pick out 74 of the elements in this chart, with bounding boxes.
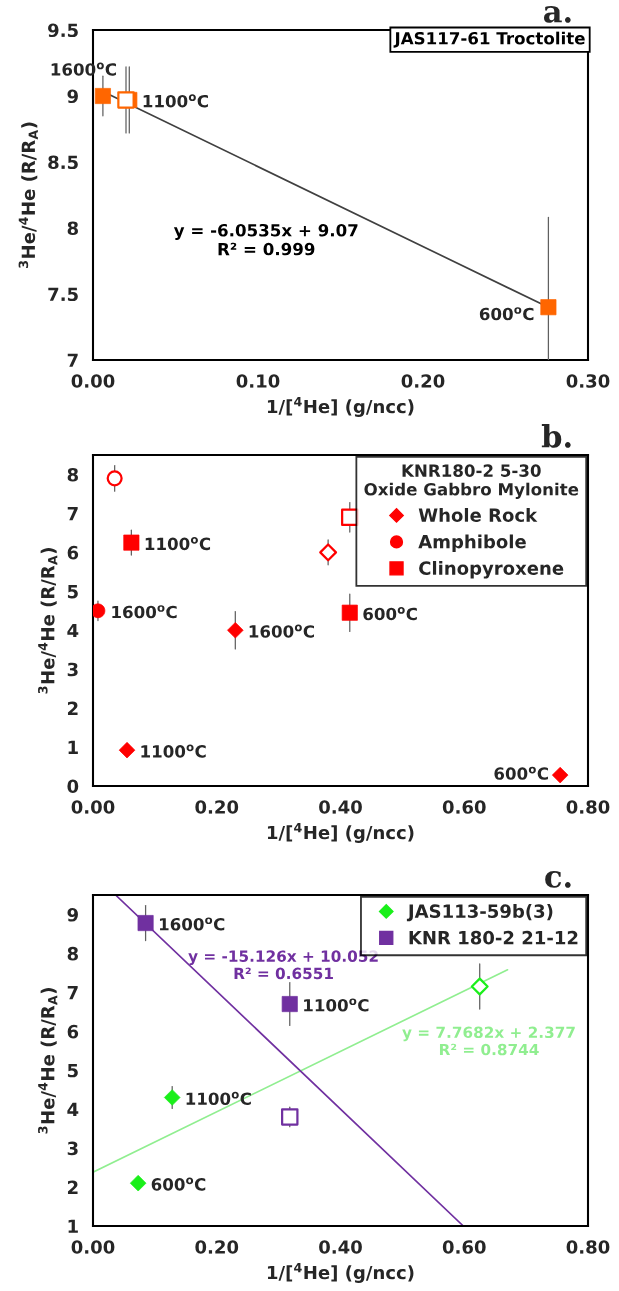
y-tick-label: 1 — [68, 1219, 78, 1233]
annotation: 1600$^{o}$C — [249, 624, 314, 638]
annotation: 600$^{o}$C — [494, 766, 548, 780]
x-tick-label: 0.40 — [319, 1240, 362, 1254]
x-tick-label: 0.20 — [195, 1240, 239, 1254]
y-tick-label: 3 — [67, 662, 78, 677]
legend-label: Clinopyroxene — [419, 560, 564, 579]
legend-label: JAS113-59b(3) — [406, 904, 553, 922]
y-axis-title: $^{3}$He/$^{4}$He (R/R$_{A}$) — [38, 988, 58, 1134]
y-tick-label: 7.5 — [48, 287, 78, 302]
y-tick-label: 4 — [67, 1102, 79, 1117]
annotation: 1600$^{o}$C — [159, 917, 225, 931]
y-tick-label: 8 — [67, 946, 78, 961]
point — [319, 543, 338, 562]
y-tick-label: 9 — [67, 89, 78, 104]
x-tick-label: 0.80 — [566, 1240, 610, 1254]
y-tick-label: 6 — [67, 545, 79, 560]
y-tick-label: 5 — [67, 1063, 78, 1078]
y-tick-label: 0 — [67, 779, 79, 794]
chart-title: b. — [541, 424, 571, 448]
x-axis-title: 1/[$^{4}$He] (g/ncc) — [267, 822, 414, 843]
legend-label: Whole Rock — [418, 507, 538, 522]
y-axis-title: $^{3}$He/$^{4}$He (R/R$_{A}$) — [38, 548, 58, 694]
x-tick-label: 0.30 — [566, 374, 610, 388]
y-tick-label: 4 — [67, 623, 79, 638]
y-tick-label: 9 — [67, 907, 78, 922]
y-tick-label: 8 — [67, 467, 78, 482]
y-tick-label: 7 — [67, 507, 78, 521]
annotation: 600$^{o}$C — [479, 307, 534, 321]
x-tick-label: 0.00 — [71, 374, 115, 388]
legend-label: Amphibole — [418, 534, 526, 552]
point — [106, 470, 123, 487]
annotation: 1100$^{o}$C — [141, 744, 206, 758]
point — [117, 91, 135, 109]
y-tick-label: 8 — [67, 221, 78, 236]
x-axis-title: 1/[$^{4}$He] (g/ncc) — [267, 396, 414, 417]
annotation: 1100$^{o}$C — [186, 1091, 251, 1106]
point — [470, 977, 489, 996]
annotation: 600$^{o}$C — [151, 1177, 206, 1191]
annotation: 1100$^{o}$C — [145, 536, 211, 551]
x-tick-label: 0.10 — [236, 374, 280, 388]
y-tick-label: 6 — [67, 1024, 79, 1039]
x-tick-label: 0.20 — [401, 374, 445, 388]
x-tick-label: 0.80 — [566, 800, 610, 814]
x-tick-label: 0.00 — [71, 1240, 115, 1254]
y-tick-label: 9.5 — [48, 23, 78, 38]
x-tick-label: 0.60 — [442, 800, 486, 814]
annotation: y = -6.0535x + 9.07 R² = 0.999 — [173, 223, 358, 256]
x-tick-label: 0.00 — [71, 800, 115, 814]
y-tick-label: 1 — [68, 740, 78, 754]
legend-label: KNR 180-2 21-12 — [409, 930, 578, 945]
annotation: 600$^{o}$C — [363, 607, 417, 621]
y-tick-label: 2 — [67, 1180, 78, 1194]
legend-title: KNR180-2 5-30 Oxide Gabbro Mylonite — [364, 464, 579, 499]
x-tick-label: 0.40 — [319, 800, 362, 814]
point — [281, 1108, 299, 1126]
x-axis-title: 1/[$^{4}$He] (g/ncc) — [267, 1262, 414, 1283]
y-tick-label: 2 — [67, 701, 78, 715]
annotation: y = -15.126x + 10.052 R² = 0.6551 — [188, 950, 378, 980]
chart-title: a. — [543, 6, 571, 23]
annotation: 1600$^{o}$C — [112, 605, 177, 619]
y-tick-label: 5 — [67, 584, 78, 599]
y-tick-label: 7 — [67, 986, 78, 1000]
y-axis-title: $^{3}$He/$^{4}$He (R/R$_{A}$) — [18, 122, 38, 268]
y-tick-label: 8.5 — [48, 155, 78, 170]
y-tick-label: 3 — [67, 1141, 78, 1156]
annotation: 1100$^{o}$C — [143, 94, 208, 108]
x-tick-label: 0.60 — [442, 1240, 486, 1254]
y-tick-label: 7 — [67, 353, 78, 367]
x-tick-label: 0.20 — [195, 800, 239, 814]
annotation: JAS117-61 Troctolite — [393, 31, 585, 48]
chart-title: c. — [545, 871, 571, 888]
annotation: y = 7.7682x + 2.377 R² = 0.8744 — [402, 1026, 575, 1056]
annotation: 1100$^{o}$C — [304, 998, 369, 1012]
